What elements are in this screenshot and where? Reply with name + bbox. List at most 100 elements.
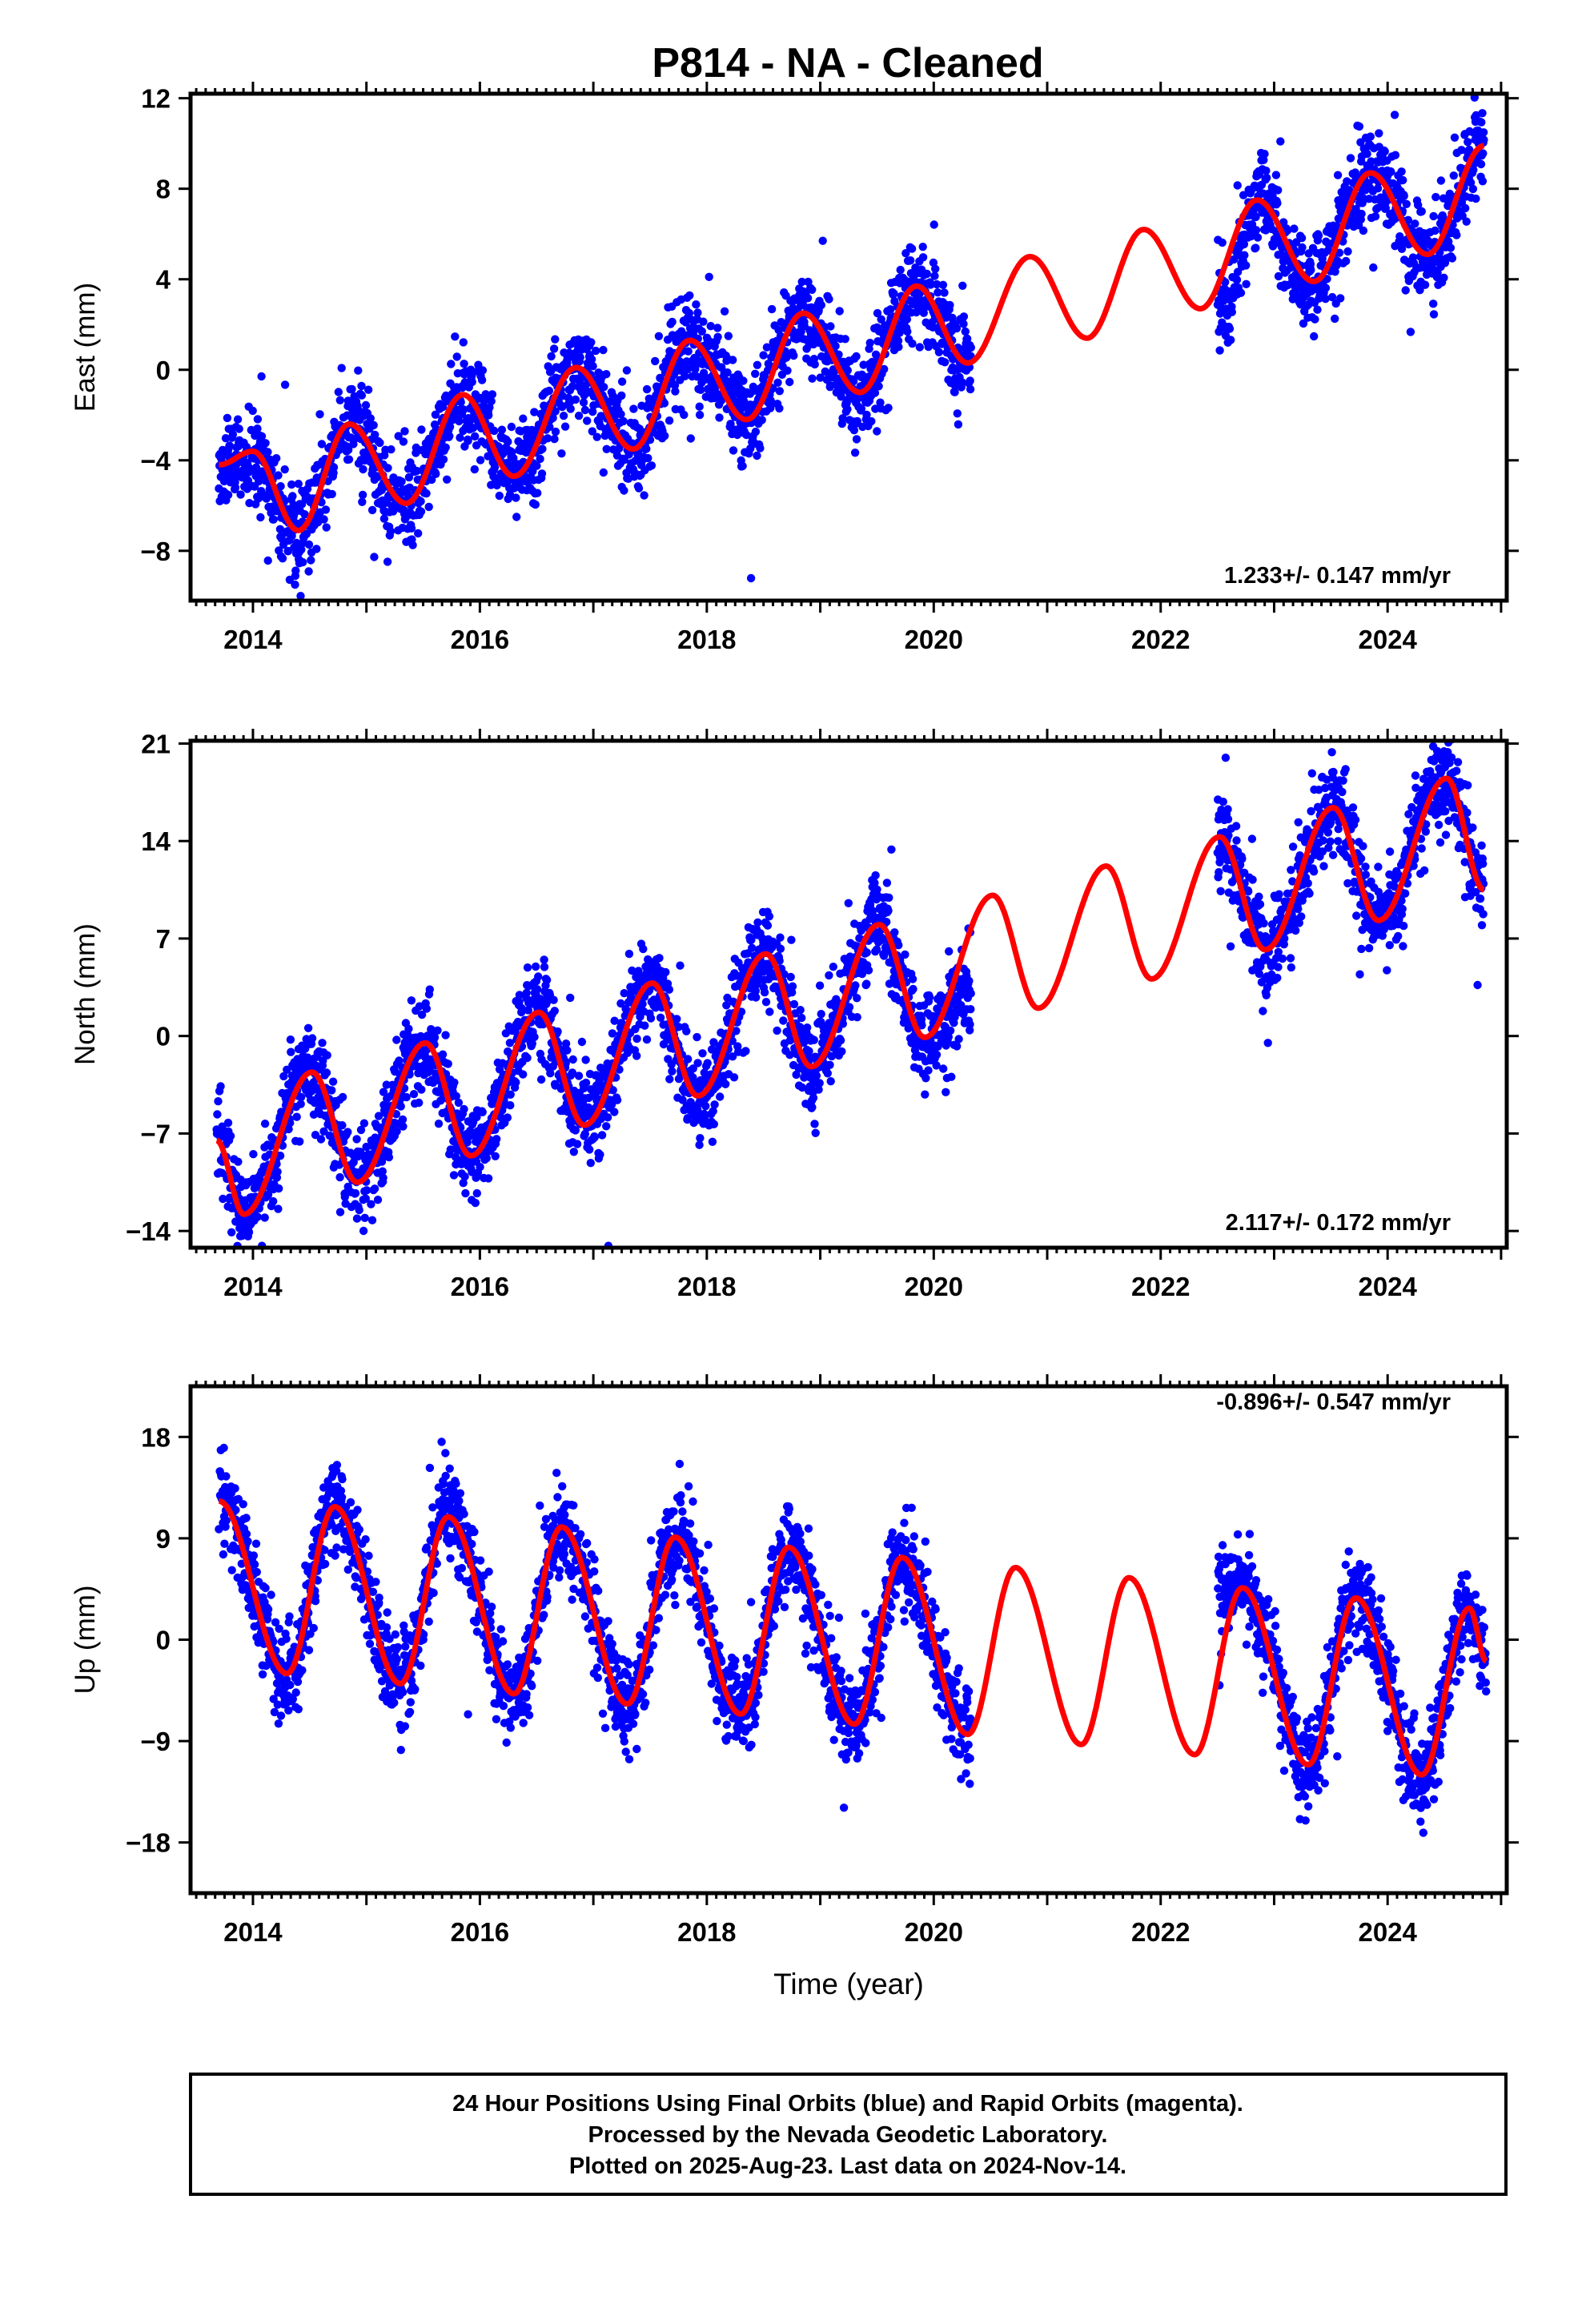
position-point — [491, 1152, 500, 1161]
y-tick-label: 4 — [156, 265, 171, 295]
position-point — [445, 422, 455, 432]
position-point — [776, 933, 785, 942]
position-point — [710, 1100, 719, 1109]
position-point — [825, 971, 833, 980]
position-point — [551, 335, 560, 344]
position-point — [235, 424, 243, 433]
position-point — [1321, 295, 1330, 304]
position-point — [693, 1032, 701, 1042]
position-point — [1452, 231, 1461, 239]
position-point — [347, 433, 355, 442]
position-point — [504, 437, 512, 446]
position-point — [723, 368, 732, 377]
position-point — [926, 280, 935, 289]
position-point — [367, 505, 377, 515]
position-point — [490, 463, 500, 472]
position-point — [852, 352, 861, 361]
position-point — [228, 430, 238, 439]
position-point — [1239, 191, 1248, 199]
position-point — [825, 295, 833, 304]
position-point — [713, 332, 722, 341]
position-point — [693, 372, 701, 381]
position-point — [894, 343, 903, 352]
position-point — [1449, 171, 1459, 180]
position-point — [697, 385, 705, 394]
position-point — [849, 376, 858, 386]
x-tick-label: 2016 — [451, 625, 509, 654]
position-point — [1450, 133, 1460, 142]
position-point — [966, 376, 974, 385]
position-point — [773, 1026, 781, 1035]
position-point — [329, 463, 339, 472]
position-point — [1468, 184, 1478, 194]
position-point — [414, 529, 423, 538]
position-point — [622, 366, 632, 375]
position-point — [587, 355, 596, 364]
position-point — [434, 1120, 444, 1128]
position-point — [304, 540, 314, 549]
position-point — [506, 1090, 515, 1100]
position-point — [571, 395, 580, 404]
position-point — [786, 972, 795, 982]
position-point — [1314, 231, 1323, 240]
position-point — [276, 482, 285, 491]
position-point — [843, 404, 852, 414]
position-point — [834, 350, 843, 359]
position-point — [450, 1078, 459, 1088]
position-point — [867, 416, 876, 426]
position-point — [357, 391, 367, 400]
position-point — [349, 440, 358, 448]
position-point — [651, 356, 660, 366]
position-point — [810, 1120, 819, 1128]
position-point — [456, 433, 464, 442]
position-point — [370, 1184, 379, 1193]
position-point — [903, 327, 912, 336]
position-point — [1283, 226, 1292, 235]
position-point — [966, 343, 976, 352]
position-point — [655, 954, 664, 963]
position-point — [1227, 336, 1235, 344]
position-point — [1399, 191, 1408, 200]
position-point — [934, 348, 944, 356]
position-point — [274, 1204, 283, 1213]
y-tick-label: −4 — [140, 446, 171, 476]
position-point — [392, 1035, 401, 1044]
position-point — [407, 996, 416, 1005]
position-point — [1397, 167, 1406, 176]
position-point — [512, 513, 521, 521]
position-point — [1391, 151, 1400, 159]
position-point — [488, 390, 497, 399]
position-point — [665, 416, 674, 425]
position-point — [360, 1213, 369, 1223]
position-point — [361, 400, 371, 410]
position-point — [307, 1034, 317, 1043]
position-point — [632, 1034, 641, 1043]
position-point — [1461, 203, 1470, 213]
position-point — [870, 388, 880, 397]
position-point — [225, 441, 234, 450]
position-point — [696, 1134, 705, 1143]
position-point — [260, 1120, 270, 1128]
position-point — [1429, 310, 1439, 319]
position-point — [1343, 177, 1351, 186]
position-point — [938, 280, 948, 289]
position-point — [684, 347, 693, 356]
position-point — [269, 1196, 278, 1206]
position-point — [1262, 167, 1271, 175]
position-point — [540, 963, 549, 971]
position-point — [422, 1004, 432, 1013]
position-point — [449, 1171, 459, 1180]
position-point — [253, 1212, 262, 1221]
position-point — [404, 1024, 413, 1033]
position-point — [950, 388, 959, 396]
position-point — [263, 556, 272, 565]
position-point — [715, 413, 724, 422]
position-point — [407, 524, 416, 533]
position-point — [825, 1060, 834, 1070]
position-point — [547, 352, 556, 361]
position-point — [523, 963, 532, 972]
position-point — [291, 580, 299, 589]
position-point — [444, 1059, 452, 1068]
position-point — [639, 944, 648, 954]
